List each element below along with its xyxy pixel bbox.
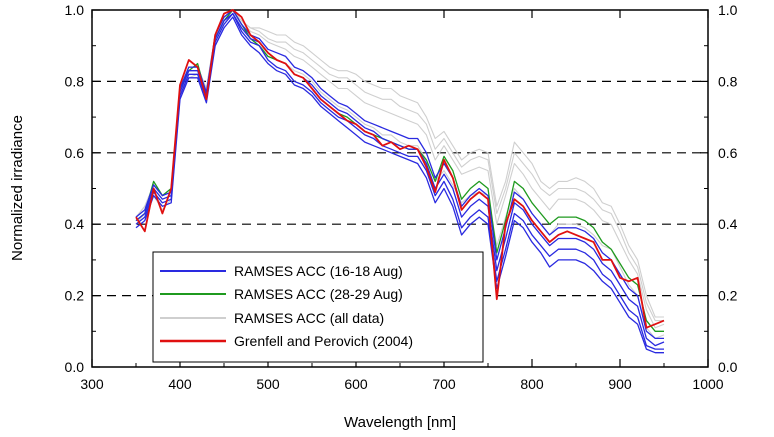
y-tick-label: 0.6 xyxy=(65,145,85,161)
y-right-tick-label: 0.2 xyxy=(718,288,738,304)
legend-label-green: RAMSES ACC (28-29 Aug) xyxy=(234,286,403,302)
y-axis-title: Normalized irradiance xyxy=(9,115,26,261)
x-axis-title: Wavelength [nm] xyxy=(344,414,456,431)
x-tick-label: 400 xyxy=(168,376,192,392)
x-tick-label: 600 xyxy=(344,376,368,392)
y-tick-label: 1.0 xyxy=(65,2,85,18)
y-right-tick-label: 1.0 xyxy=(718,2,738,18)
y-tick-label: 0.8 xyxy=(65,73,85,89)
y-right-tick-label: 0.0 xyxy=(718,359,738,375)
y-right-tick-label: 0.4 xyxy=(718,216,738,232)
y-tick-label: 0.2 xyxy=(65,288,85,304)
series-lines xyxy=(135,9,665,354)
x-tick-label: 1000 xyxy=(692,376,723,392)
y-tick-label: 0.4 xyxy=(65,216,85,232)
x-tick-label: 900 xyxy=(608,376,632,392)
legend-label-red: Grenfell and Perovich (2004) xyxy=(234,333,413,349)
series-line-blue xyxy=(135,9,664,340)
x-tick-label: 700 xyxy=(432,376,456,392)
x-tick-label: 500 xyxy=(256,376,280,392)
series-line-blue xyxy=(135,12,664,350)
x-tick-label: 800 xyxy=(520,376,544,392)
y-right-tick-label: 0.6 xyxy=(718,145,738,161)
legend: RAMSES ACC (16-18 Aug) RAMSES ACC (28-29… xyxy=(152,251,484,363)
legend-label-gray: RAMSES ACC (all data) xyxy=(234,310,384,326)
legend-label-blue: RAMSES ACC (16-18 Aug) xyxy=(234,263,403,279)
x-tick-label: 300 xyxy=(80,376,104,392)
series-line-blue xyxy=(135,16,664,354)
series-line-blue xyxy=(135,12,665,347)
series-line-red xyxy=(135,9,665,329)
y-tick-label: 0.0 xyxy=(65,359,85,375)
y-right-tick-label: 0.8 xyxy=(718,73,738,89)
